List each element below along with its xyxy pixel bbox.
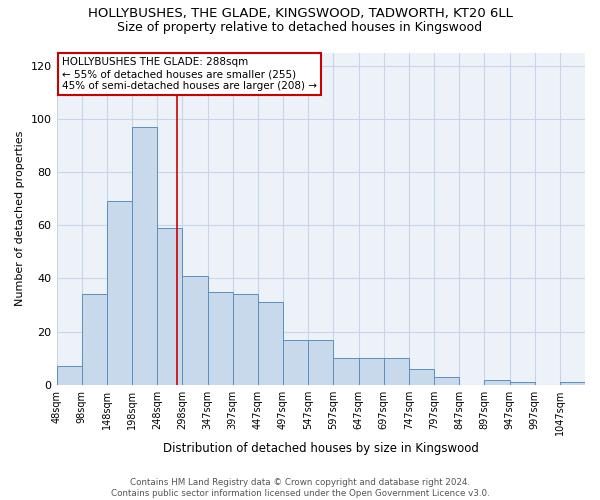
Bar [56,366,82,385]
Bar [308,340,334,385]
Bar [434,377,459,385]
Text: HOLLYBUSHES THE GLADE: 288sqm
← 55% of detached houses are smaller (255)
45% of : HOLLYBUSHES THE GLADE: 288sqm ← 55% of d… [62,58,317,90]
Bar [484,380,509,385]
Bar [383,358,409,385]
Text: Size of property relative to detached houses in Kingswood: Size of property relative to detached ho… [118,21,482,34]
Bar [157,228,182,385]
Bar [208,292,233,385]
Bar [233,294,258,385]
Bar [359,358,383,385]
Bar [560,382,585,385]
X-axis label: Distribution of detached houses by size in Kingswood: Distribution of detached houses by size … [163,442,479,455]
Bar [132,127,157,385]
Bar [107,202,132,385]
Y-axis label: Number of detached properties: Number of detached properties [15,131,25,306]
Bar [283,340,308,385]
Bar [509,382,535,385]
Text: HOLLYBUSHES, THE GLADE, KINGSWOOD, TADWORTH, KT20 6LL: HOLLYBUSHES, THE GLADE, KINGSWOOD, TADWO… [88,8,512,20]
Bar [334,358,359,385]
Bar [182,276,208,385]
Bar [258,302,283,385]
Bar [82,294,107,385]
Text: Contains HM Land Registry data © Crown copyright and database right 2024.
Contai: Contains HM Land Registry data © Crown c… [110,478,490,498]
Bar [409,369,434,385]
